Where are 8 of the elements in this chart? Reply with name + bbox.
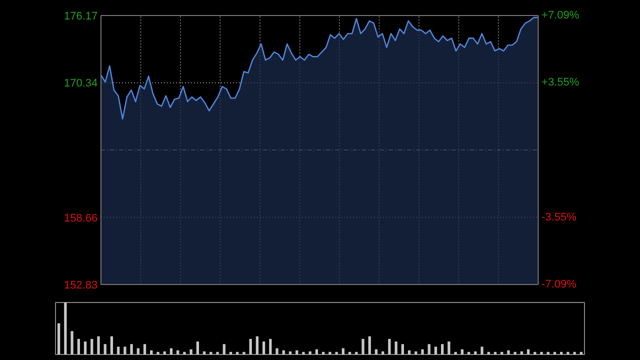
y-tick-label: 152.83 [64,280,98,292]
y2-tick-label: +3.55% [542,76,580,89]
y2-tick-label: -3.55% [542,211,577,224]
y2-tick-label: -7.09% [542,278,577,290]
y-tick-label: 158.66 [64,212,98,224]
y2-tick-label: +7.09% [542,10,580,22]
y-tick-label: 176.17 [64,10,98,22]
y-tick-label: 170.34 [64,78,98,90]
